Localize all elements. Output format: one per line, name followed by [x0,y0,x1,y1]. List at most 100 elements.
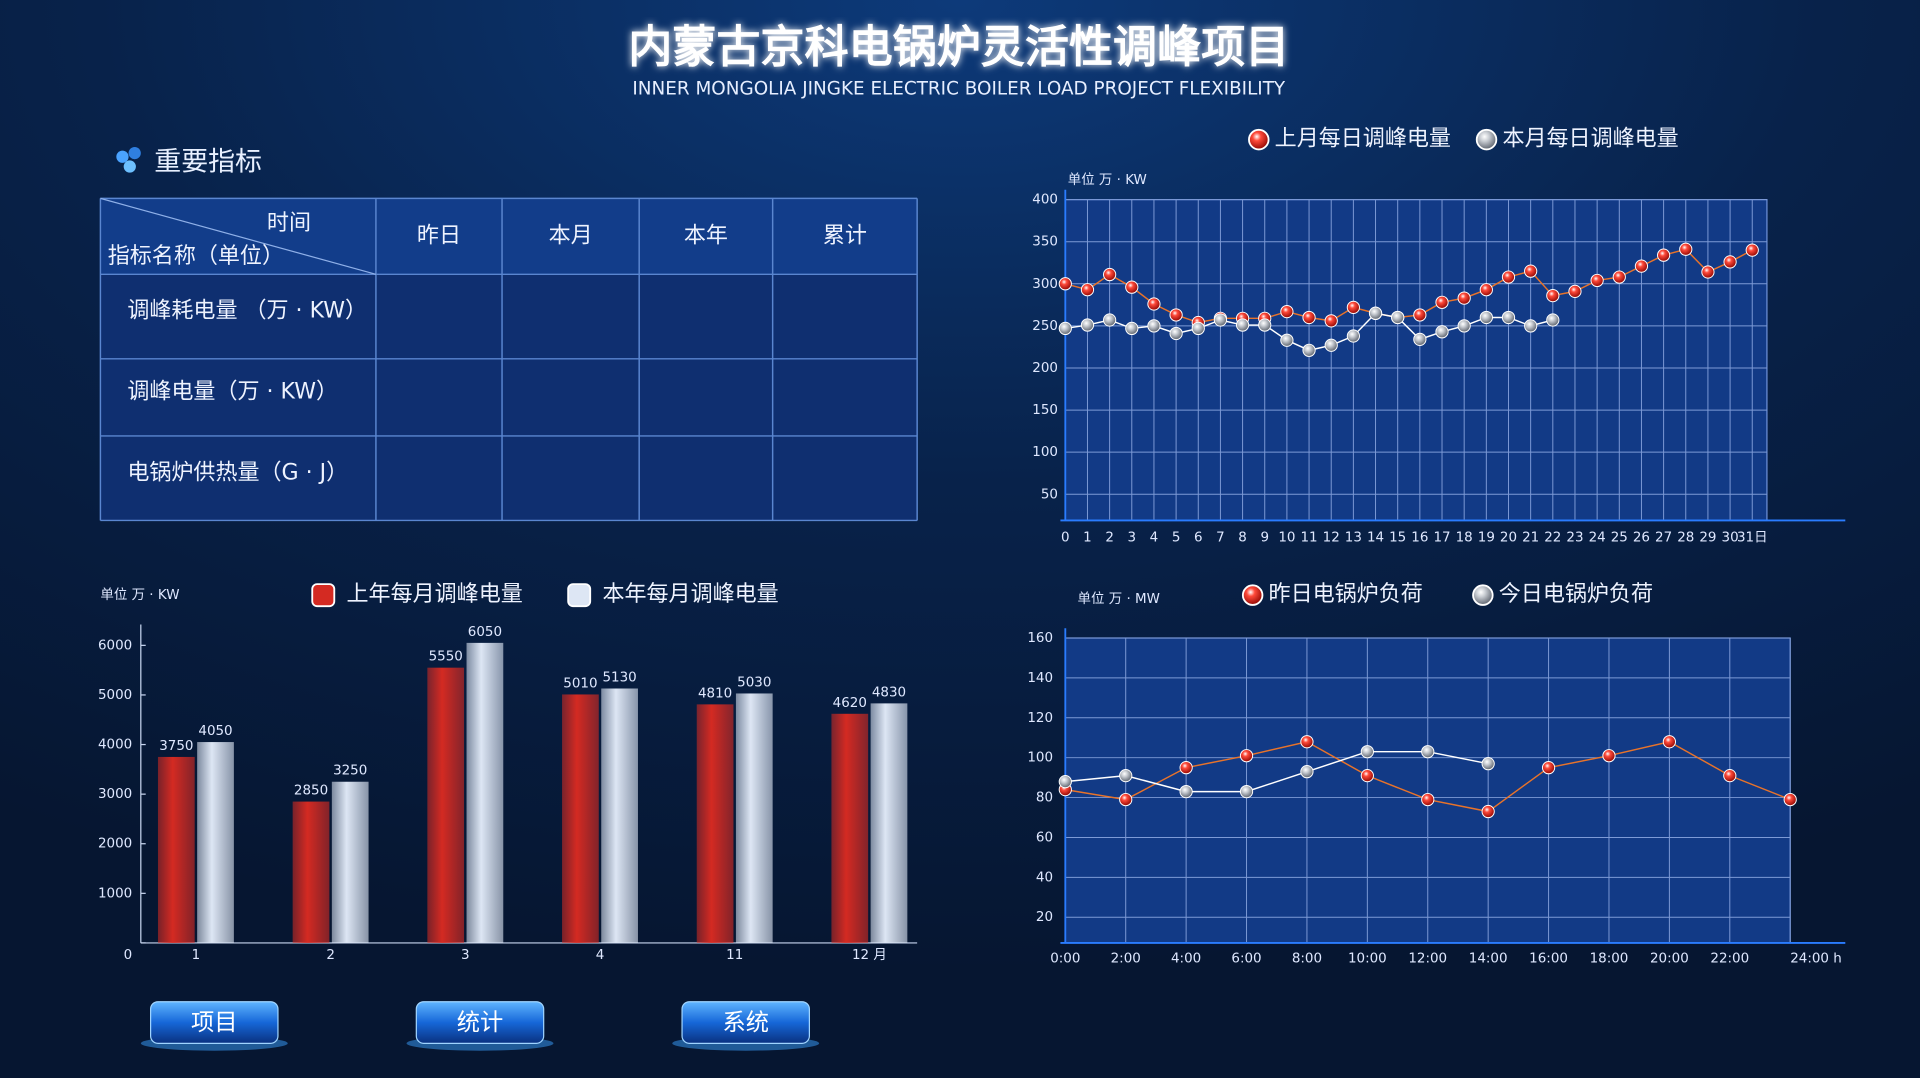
button[interactable] [150,1001,279,1044]
button[interactable] [415,1001,545,1044]
x-tick-label: 1 [1083,531,1092,546]
y-tick-label: 60 [1036,830,1053,845]
data-point [1147,319,1161,333]
data-label: 5130 [602,670,636,685]
x-tick-label: 20 [1500,531,1517,546]
x-tick-label: 11 [1300,531,1317,546]
data-point [1235,318,1250,332]
table-row-header: 调峰耗电量 （万 · KW） [127,299,367,324]
x-tick-label: 24 [1589,531,1606,546]
data-point [1103,267,1117,282]
legend-label: 上年每月调峰电量 [347,582,523,607]
x-tick-label: 29 [1699,531,1716,546]
y-tick-label: 200 [1032,361,1058,376]
data-point [1435,295,1449,309]
data-point [1300,735,1314,749]
data-label: 5030 [737,675,771,690]
table-corner-top: 时间 [267,211,311,236]
legend-marker [1241,584,1264,606]
data-point [1524,319,1538,333]
button-label[interactable]: 统计 [457,1009,504,1036]
data-point [1457,319,1471,333]
page-title: 内蒙古京科电锅炉灵活性调峰项目 [628,22,1289,73]
unit-label: 单位 万 · KW [1068,172,1147,188]
data-point [1481,804,1495,819]
x-tick-label: 2:00 [1111,951,1141,966]
data-point [1360,769,1374,783]
y-tick-label: 4000 [98,738,132,753]
data-point [1590,273,1604,288]
data-point [1421,745,1435,759]
bar [427,667,465,943]
x-tick-label: 8 [1238,531,1247,546]
data-point [1546,313,1560,327]
bar [870,703,908,943]
table-column-header: 累计 [823,223,867,248]
table-row-header: 电锅炉供热量（G · J） [127,460,348,485]
data-point [1213,313,1228,327]
data-point [1058,775,1072,789]
data-point [1258,318,1272,332]
y-tick-label: 20 [1036,910,1053,925]
data-point [1169,308,1183,322]
data-point [1634,259,1649,273]
x-tick-label: 21 [1522,531,1539,546]
data-label: 5550 [429,650,463,665]
legend-label: 今日电锅炉负荷 [1499,582,1653,607]
x-tick-label: 27 [1655,531,1672,546]
data-point [1239,749,1254,763]
x-tick-label: 18 [1456,531,1473,546]
data-point [1391,310,1405,325]
data-label: 3750 [159,739,193,754]
y-tick-label: 50 [1041,487,1058,502]
data-point [1125,321,1139,336]
table-corner-bottom: 指标名称（单位） [108,244,284,269]
y-tick-label: 300 [1032,277,1058,292]
data-point [1481,757,1495,771]
data-point [1280,333,1294,347]
data-point [1662,735,1677,749]
data-point [1058,277,1072,291]
x-tick-label: 20:00 [1650,951,1689,966]
legend-label: 本年每月调峰电量 [602,582,778,607]
x-tick-label: 10:00 [1348,951,1387,966]
data-point [1479,283,1493,297]
data-point [1119,792,1133,807]
data-point [1421,792,1435,807]
data-point [1300,765,1314,779]
bar [696,704,734,943]
table-row-header: 调峰电量（万 · KW） [127,379,338,404]
data-label: 4050 [198,724,232,739]
x-tick-label: 4 [1150,531,1159,546]
x-tick-label: 7 [1216,531,1225,546]
bar [466,642,504,943]
button-label[interactable]: 项目 [191,1009,238,1036]
data-point [1058,321,1072,336]
data-point [1541,761,1556,775]
data-point [1457,291,1471,305]
x-tick-label: 31日 [1737,531,1768,546]
legend-label: 上月每日调峰电量 [1275,127,1451,152]
data-point [1501,270,1516,284]
data-point [1346,300,1360,314]
y-tick-label: 6000 [98,638,132,653]
unit-label: 单位 万 · MW [1078,591,1160,607]
data-point [1302,343,1316,357]
x-tick-label: 0:00 [1050,951,1080,966]
y-tick-label: 160 [1027,631,1053,646]
table-column-header: 昨日 [417,223,461,248]
button-label[interactable]: 系统 [722,1009,769,1036]
data-point [1524,264,1538,278]
data-point [1239,784,1254,799]
data-point [1413,308,1427,322]
button[interactable] [681,1001,811,1044]
data-point [1346,329,1360,343]
legend-marker [1472,584,1494,606]
x-tick-label: 0 [1061,531,1070,546]
y-tick-label: 400 [1032,193,1058,208]
series-line [1065,750,1489,793]
x-tick-label: 6:00 [1231,951,1261,966]
data-point [1360,745,1374,759]
